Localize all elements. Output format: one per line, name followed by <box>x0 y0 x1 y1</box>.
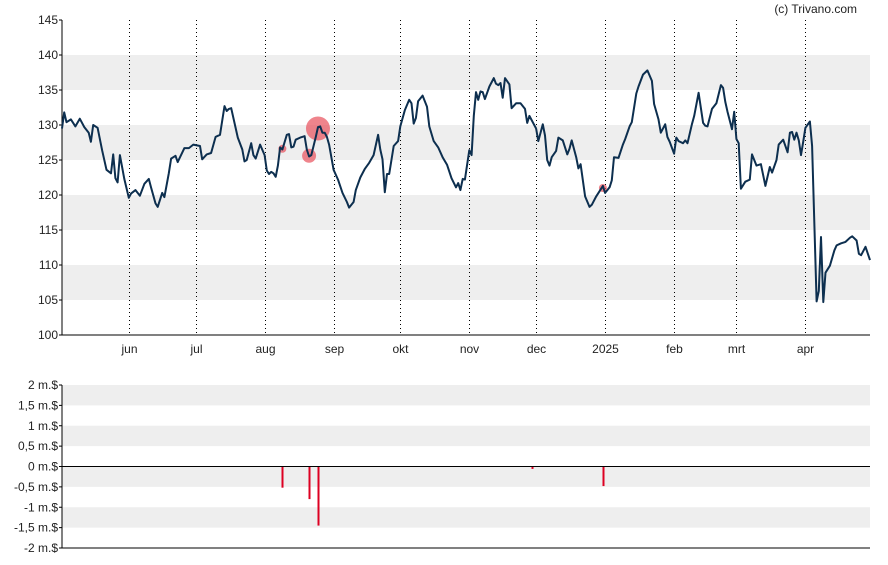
price-grid-band <box>62 195 870 230</box>
x-tick-label: feb <box>666 342 683 356</box>
y-tick-label: 130 <box>38 118 58 132</box>
y-tick-label: 110 <box>39 258 58 272</box>
y-tick-label: 0,5 m.$ <box>18 439 58 453</box>
x-tick-label: aug <box>255 342 275 356</box>
price-grid-band <box>62 125 870 160</box>
y-tick-label: 1,5 m.$ <box>18 398 58 412</box>
price-panel: jun jul aug sep okt nov dec 2025 feb mrt apr 100 105… <box>38 13 871 356</box>
x-tick-label: dec <box>527 342 546 356</box>
x-tick-label: apr <box>797 342 814 356</box>
price-grid-band <box>62 55 870 90</box>
y-tick-label: 100 <box>38 328 58 342</box>
y-tick-label: 0 m.$ <box>28 460 58 474</box>
y-tick-label: -0,5 m.$ <box>14 480 58 494</box>
x-tick-label: okt <box>392 342 409 356</box>
transaction-grid-band <box>62 425 870 447</box>
x-tick-label: nov <box>460 342 479 356</box>
y-tick-label: 140 <box>38 48 58 62</box>
y-tick-label: 125 <box>38 153 58 167</box>
transaction-panel: -2 m.$ -1,5 m.$ -1 m.$ -0,5 m.$ 0 m.$ 0,5 m.$… <box>14 378 870 555</box>
price-grid-band <box>62 265 870 300</box>
x-tick-label: sep <box>325 342 345 356</box>
x-tick-label: jul <box>189 342 202 356</box>
x-tick-label: jun <box>120 342 137 356</box>
price-series-line <box>61 69 871 304</box>
y-tick-label: 135 <box>38 83 58 97</box>
x-tick-label: 2025 <box>592 342 619 356</box>
y-tick-label: 105 <box>38 293 58 307</box>
y-tick-label: -2 m.$ <box>24 541 58 555</box>
y-tick-label: 145 <box>38 13 58 27</box>
y-tick-label: 120 <box>38 188 58 202</box>
y-tick-label: 2 m.$ <box>28 378 58 392</box>
x-tick-label: mrt <box>728 342 746 356</box>
credit-label: (c) Trivano.com <box>774 2 857 16</box>
transaction-grid-band <box>62 507 870 528</box>
y-tick-label: -1,5 m.$ <box>14 521 58 535</box>
transaction-grid-band <box>62 385 870 406</box>
y-tick-label: -1 m.$ <box>24 500 58 514</box>
transaction-grid-band <box>62 466 870 487</box>
y-tick-label: 1 m.$ <box>28 419 58 433</box>
y-tick-label: 115 <box>39 223 58 237</box>
